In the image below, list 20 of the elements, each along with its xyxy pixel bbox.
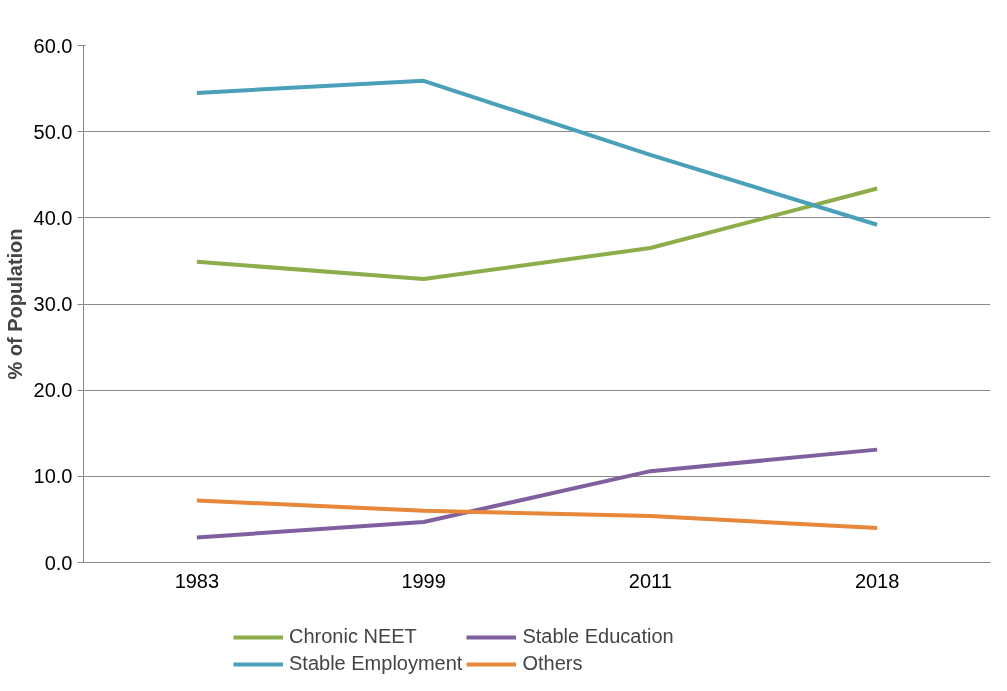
- x-tick-label: 1983: [174, 569, 220, 592]
- legend-label: Stable Education: [522, 625, 674, 648]
- x-tick-label: 1999: [401, 569, 446, 592]
- legend-label: Stable Employment: [289, 652, 463, 675]
- y-tick-label: 0.0: [44, 551, 73, 574]
- y-tick-label: 30.0: [33, 293, 73, 315]
- x-tick-label: 2011: [628, 569, 672, 592]
- line-series: [194, 498, 880, 531]
- y-axis-title: % of Population: [3, 228, 26, 380]
- legend-label: Others: [522, 652, 583, 675]
- y-tick-label: 60.0: [33, 34, 73, 57]
- y-tick-label: 20.0: [33, 379, 73, 402]
- legend-label: Chronic NEET: [289, 625, 417, 648]
- x-tick-label: 2018: [854, 569, 900, 592]
- y-tick-label: 10.0: [33, 465, 73, 488]
- line-series: [194, 447, 880, 540]
- line-series: [194, 78, 880, 227]
- y-tick-label: 50.0: [33, 120, 73, 143]
- line-series: [194, 186, 880, 282]
- y-tick-label: 40.0: [33, 206, 73, 229]
